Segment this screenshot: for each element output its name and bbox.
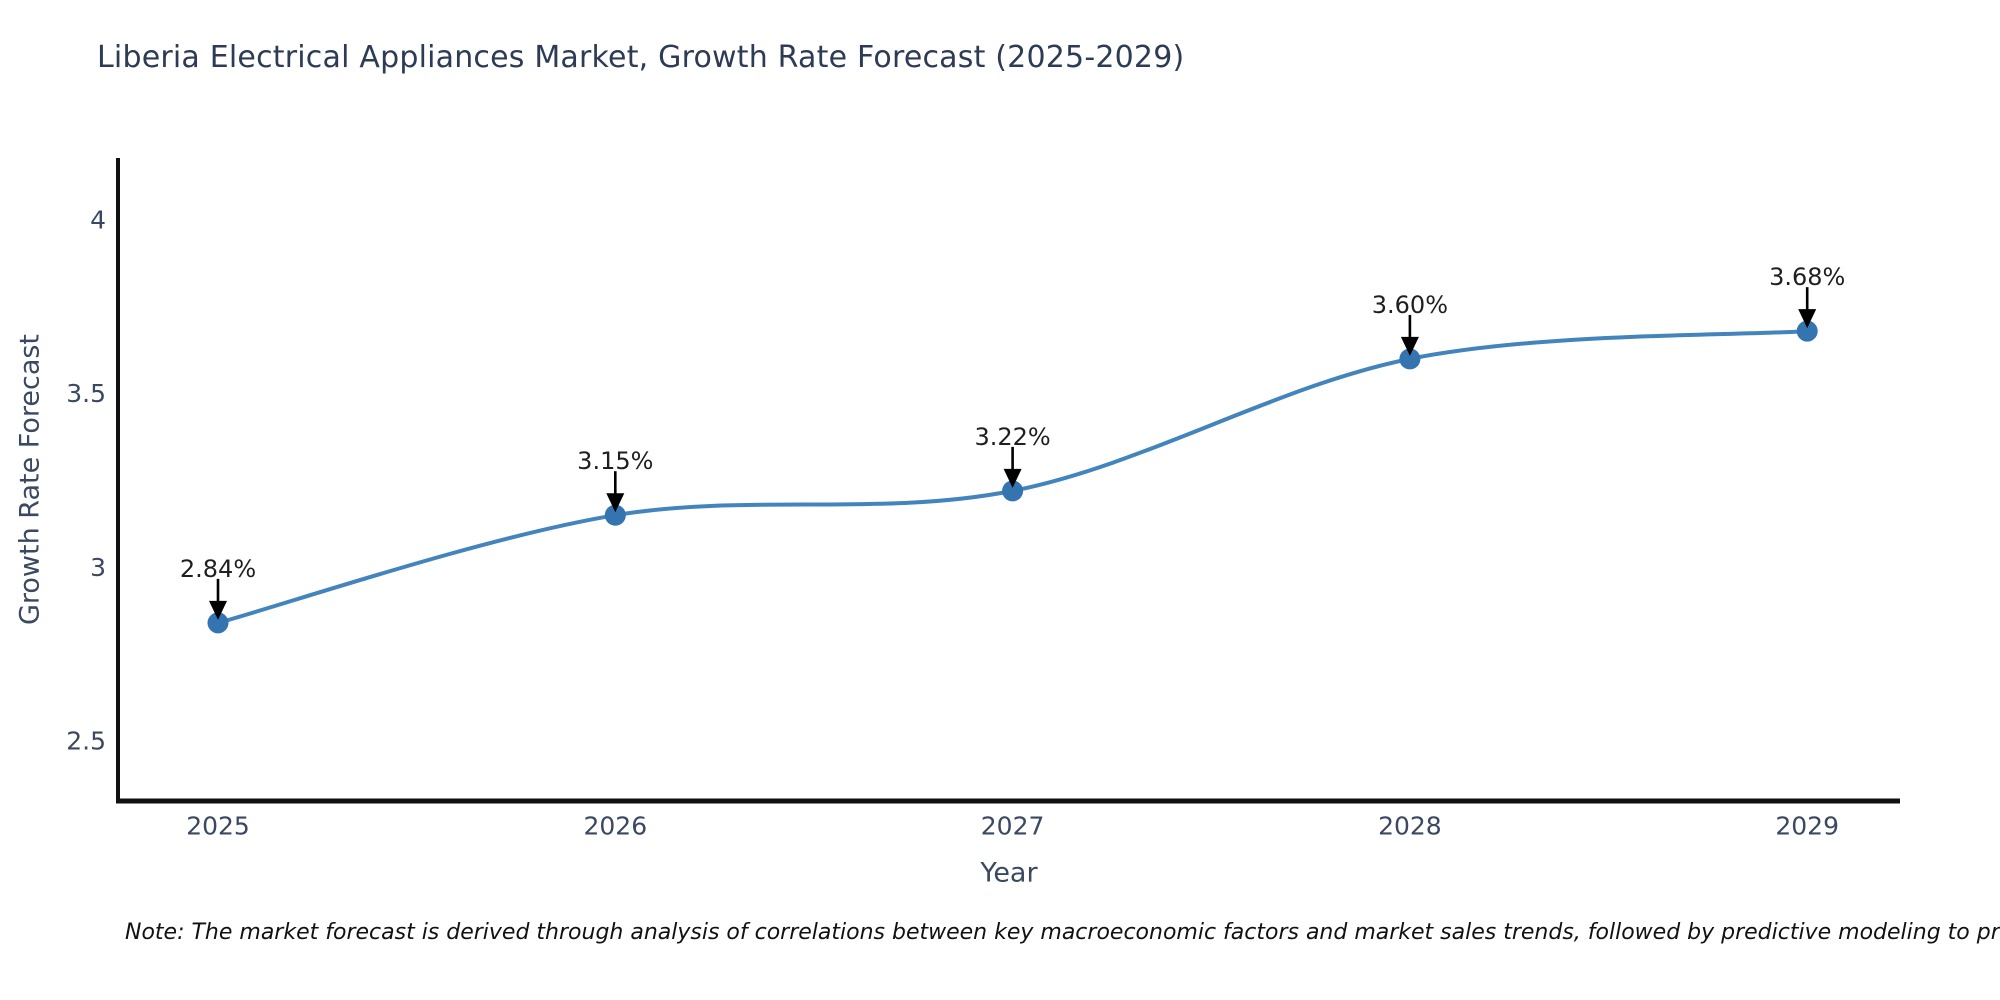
x-axis-title: Year	[979, 858, 1038, 889]
data-point-marker	[1002, 480, 1024, 502]
annotation-arrow-head	[209, 600, 227, 620]
y-axis-tick-label: 2.5	[66, 726, 106, 755]
y-axis-tick-label: 3	[90, 553, 106, 582]
data-point-marker	[1399, 348, 1421, 370]
data-point-marker	[1796, 320, 1818, 342]
x-axis-tick-label: 2027	[981, 812, 1045, 841]
x-axis-tick-label: 2028	[1378, 812, 1442, 841]
y-axis-tick-label: 3.5	[66, 379, 106, 408]
data-point-value-label: 3.60%	[1372, 291, 1448, 319]
data-point-value-label: 3.68%	[1769, 263, 1845, 291]
annotation-arrow-head	[1798, 309, 1817, 329]
y-axis-title: Growth Rate Forecast	[15, 334, 46, 625]
x-axis-tick-label: 2026	[583, 812, 647, 841]
data-point-value-label: 3.15%	[577, 447, 653, 475]
annotation-arrow-head	[606, 493, 625, 513]
x-axis-tick-label: 2025	[186, 812, 250, 841]
footnote: Note: The market forecast is derived thr…	[125, 920, 2000, 945]
data-point-value-label: 3.22%	[974, 423, 1050, 451]
data-point-marker	[207, 612, 229, 634]
annotation-arrow-head	[1400, 336, 1419, 356]
annotation-arrow-head	[1003, 468, 1022, 488]
x-axis-tick-label: 2029	[1775, 812, 1839, 841]
data-point-marker	[604, 504, 626, 526]
y-axis-tick-label: 4	[90, 206, 106, 235]
chart-title: Liberia Electrical Appliances Market, Gr…	[97, 40, 1185, 75]
data-point-value-label: 2.84%	[180, 555, 256, 583]
